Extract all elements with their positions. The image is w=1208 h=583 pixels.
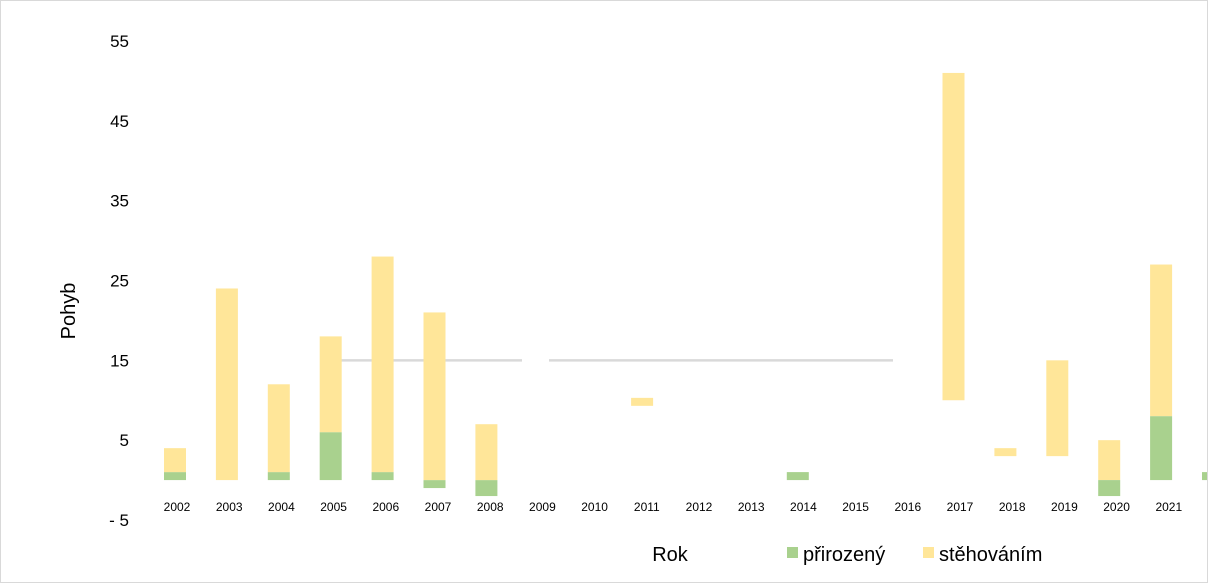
- x-tick-label: 2021: [1155, 500, 1182, 514]
- x-tick-label: 2016: [894, 500, 921, 514]
- bar-2008-přirozený: [475, 480, 498, 497]
- x-axis-label: Rok: [652, 544, 689, 566]
- x-axis-ticks: 2002 2003 2004 2005 2006 2007 2008 2009 2010 2011…: [164, 500, 1183, 514]
- bars-layer: [164, 72, 1207, 497]
- x-tick-label: 2003: [216, 500, 243, 514]
- x-tick-label: 2012: [686, 500, 713, 514]
- x-tick-label: 2010: [581, 500, 608, 514]
- bar-2004-přirozený: [267, 472, 290, 481]
- bar-2008-stěhováním: [475, 424, 498, 481]
- bar-2003-stěhováním: [215, 288, 238, 481]
- bar-2002-stěhováním: [164, 448, 186, 473]
- x-tick-label: 2017: [947, 500, 974, 514]
- y-tick-label: 25: [110, 272, 129, 291]
- bar-extra-1-stěhováním: [631, 397, 654, 406]
- x-tick-label: 2015: [842, 500, 869, 514]
- bar-2007-stěhováním: [423, 312, 446, 481]
- bar-extra-4-stěhováním: [1046, 360, 1069, 457]
- bar-extra-8-přirozený: [1150, 416, 1173, 481]
- legend: přirozený stěhováním: [787, 544, 1042, 566]
- bar-extra-9-přirozený: [1202, 472, 1207, 481]
- bar-2014-přirozený: [786, 472, 809, 481]
- bar-2002-přirozený: [164, 472, 186, 481]
- y-tick-label: - 5: [109, 511, 129, 530]
- x-tick-label: 2019: [1051, 500, 1078, 514]
- x-tick-label: 2018: [999, 500, 1026, 514]
- y-axis-ticks: 55 45 35 25 15 5 - 5: [109, 32, 129, 530]
- bar-2004-stěhováním: [267, 384, 290, 473]
- x-tick-label: 2007: [425, 500, 452, 514]
- bar-extra-2-stěhováním: [942, 72, 965, 401]
- x-tick-label: 2004: [268, 500, 295, 514]
- y-tick-label: 15: [110, 351, 129, 370]
- legend-swatch-přirozený: [787, 547, 798, 558]
- y-tick-label: 35: [110, 192, 129, 211]
- x-tick-label: 2006: [372, 500, 399, 514]
- bar-2005-stěhováním: [319, 336, 342, 433]
- y-axis-label: Pohyb: [58, 283, 80, 340]
- bar-extra-7-stěhováním: [1150, 264, 1173, 417]
- y-tick-label: 55: [110, 32, 129, 51]
- y-tick-label: 45: [110, 112, 129, 131]
- bar-extra-6-přirozený: [1098, 480, 1121, 497]
- legend-swatch-stěhováním: [923, 547, 934, 558]
- y-tick-label: 5: [120, 431, 129, 450]
- x-tick-label: 2009: [529, 500, 556, 514]
- bar-2006-přirozený: [371, 472, 394, 481]
- x-tick-label: 2008: [477, 500, 504, 514]
- x-tick-label: 2002: [164, 500, 191, 514]
- x-tick-label: 2014: [790, 500, 817, 514]
- x-tick-label: 2013: [738, 500, 765, 514]
- bar-2005-přirozený: [319, 432, 342, 481]
- bar-extra-3-stěhováním: [994, 448, 1017, 457]
- legend-label-přirozený: přirozený: [803, 544, 885, 566]
- x-tick-label: 2005: [320, 500, 347, 514]
- x-tick-label: 2020: [1103, 500, 1130, 514]
- bar-extra-5-stěhováním: [1098, 440, 1121, 481]
- legend-label-stěhováním: stěhováním: [939, 544, 1042, 566]
- bar-2007-přirozený: [423, 480, 446, 489]
- bar-2006-stěhováním: [371, 256, 394, 473]
- x-tick-label: 2011: [634, 500, 660, 514]
